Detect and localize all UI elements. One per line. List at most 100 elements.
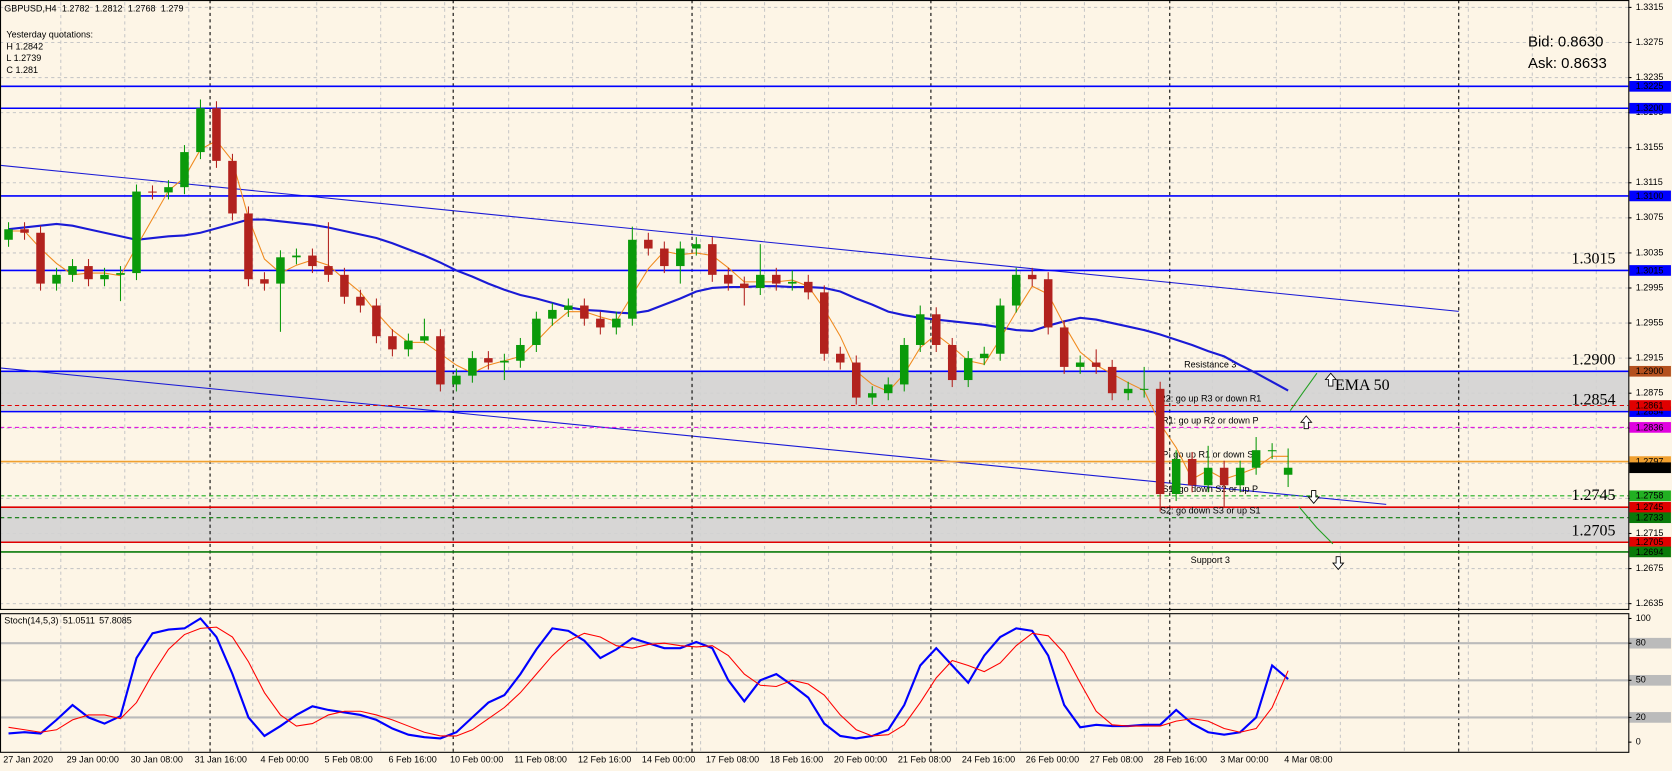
- pivot-note: S1: go down S2 or up P: [1162, 484, 1258, 494]
- candle-body: [68, 266, 77, 275]
- x-tick-label: 27 Jan 2020: [3, 755, 53, 765]
- price-tag: [1629, 536, 1671, 548]
- x-tick-label: 28 Feb 16:00: [1154, 755, 1207, 765]
- candle-body: [132, 191, 141, 274]
- candle-body: [36, 232, 45, 284]
- price-tag: [1629, 512, 1671, 524]
- candle-body: [676, 248, 685, 267]
- price-tag-label: 1.2733: [1636, 513, 1664, 523]
- x-tick-label: 27 Feb 08:00: [1090, 755, 1143, 765]
- projection: [1298, 506, 1334, 545]
- price-tag-label: 1.2854: [1636, 407, 1664, 417]
- y-tick-label: 1.2715: [1636, 528, 1664, 538]
- price-tag-label: 1.2797: [1636, 457, 1664, 467]
- candle-body: [196, 108, 205, 153]
- bid: Bid: 0.8630: [1528, 34, 1603, 51]
- yesterday-line: C 1.281: [6, 65, 38, 75]
- y-tick-label: 1.3035: [1636, 247, 1664, 257]
- candle-body: [100, 274, 109, 280]
- stoch-frame: [0, 613, 1630, 753]
- current-price-label: 1.279: [1636, 463, 1659, 473]
- candle-body: [1059, 327, 1069, 367]
- candle-body: [452, 375, 461, 385]
- price-tag: [1629, 102, 1671, 114]
- candle-body: [372, 305, 381, 337]
- price-tag-label: 1.2836: [1636, 422, 1664, 432]
- x-tick-label: 21 Feb 08:00: [898, 755, 951, 765]
- x-tick-label: 12 Feb 16:00: [578, 755, 631, 765]
- level-tag: [1629, 637, 1671, 649]
- candle-body: [883, 384, 893, 394]
- arrow-down: [1307, 490, 1320, 504]
- candle-body: [1075, 362, 1085, 367]
- candle-body: [899, 344, 909, 385]
- price-tag: [1629, 80, 1671, 92]
- candle-body: [1107, 366, 1117, 394]
- candle-body: [596, 318, 605, 328]
- price-tag: [1629, 190, 1671, 202]
- candle-body: [979, 353, 989, 359]
- zone: [0, 507, 1629, 543]
- candle-body: [1027, 274, 1037, 280]
- y-tick-label: 1.3075: [1636, 212, 1664, 222]
- y-tick-label: 1.2955: [1636, 317, 1664, 327]
- price-tag: [1629, 490, 1671, 502]
- level-tag: [1629, 712, 1671, 723]
- y-tick-label: 1.3275: [1636, 37, 1664, 47]
- projection-lines: [1289, 372, 1334, 545]
- trend-line: [0, 367, 1387, 505]
- level-tag: [1629, 674, 1671, 686]
- candle-body: [1267, 450, 1277, 452]
- price-tag-label: 1.3225: [1636, 81, 1664, 91]
- level-label: 1.3015: [1572, 250, 1616, 267]
- candle-body: [164, 187, 173, 193]
- candle-body: [500, 360, 509, 363]
- candle-body: [756, 274, 765, 288]
- candle-body: [820, 292, 829, 354]
- y-tick-label: 1.2635: [1636, 598, 1664, 608]
- candle-body: [1011, 274, 1021, 306]
- price-tag: [1629, 400, 1671, 411]
- candle-body: [20, 229, 29, 233]
- x-tick-label: 3 Mar 00:00: [1220, 755, 1268, 765]
- candle-body: [1043, 279, 1053, 328]
- price-tag-label: 1.2694: [1636, 547, 1664, 557]
- candle-body: [1251, 450, 1261, 468]
- candle-body: [947, 344, 957, 381]
- stoch-line: [8, 617, 1289, 740]
- arrow-up: [1324, 372, 1338, 387]
- candle-body: [260, 279, 269, 284]
- y-tick-label: 0: [1636, 737, 1641, 747]
- candle-body: [708, 244, 717, 275]
- level-label: 1.2854: [1572, 392, 1616, 409]
- price-tag: [1629, 501, 1671, 513]
- candle-body: [1091, 362, 1101, 367]
- y-tick-label: 1.2675: [1636, 563, 1664, 573]
- candle-body: [148, 191, 157, 193]
- x-tick-label: 5 Feb 08:00: [325, 755, 373, 765]
- ask: Ask: 0.8633: [1528, 55, 1607, 72]
- stoch-value: 51.0511: [63, 616, 95, 626]
- candle-body: [292, 255, 301, 258]
- candle-body: [1219, 467, 1229, 486]
- candle-body: [660, 248, 669, 267]
- x-tick-label: 29 Jan 00:00: [67, 755, 119, 765]
- candle-body: [484, 358, 493, 363]
- level-label: 1.2745: [1572, 487, 1616, 504]
- candle-body: [692, 244, 701, 249]
- pivot-note: Support 3: [1191, 555, 1230, 565]
- candle-body: [580, 305, 589, 319]
- last-close: 1.279: [161, 4, 184, 14]
- stoch-title: Stoch(14,5,3) 51.0511 57.8085: [4, 616, 132, 626]
- stoch-value: 57.8085: [99, 616, 132, 626]
- yesterday-line: L 1.2739: [6, 53, 41, 63]
- price-tag-label: 1.2861: [1636, 400, 1664, 410]
- y-tick-label: 1.2875: [1636, 388, 1664, 398]
- candle-body: [612, 318, 621, 328]
- candle-body: [420, 336, 429, 341]
- price-tag-label: 1.2705: [1636, 537, 1664, 547]
- candle-body: [340, 274, 349, 297]
- pivot-note: Resistance 3: [1184, 359, 1236, 369]
- yesterday-line: H 1.2842: [6, 41, 43, 51]
